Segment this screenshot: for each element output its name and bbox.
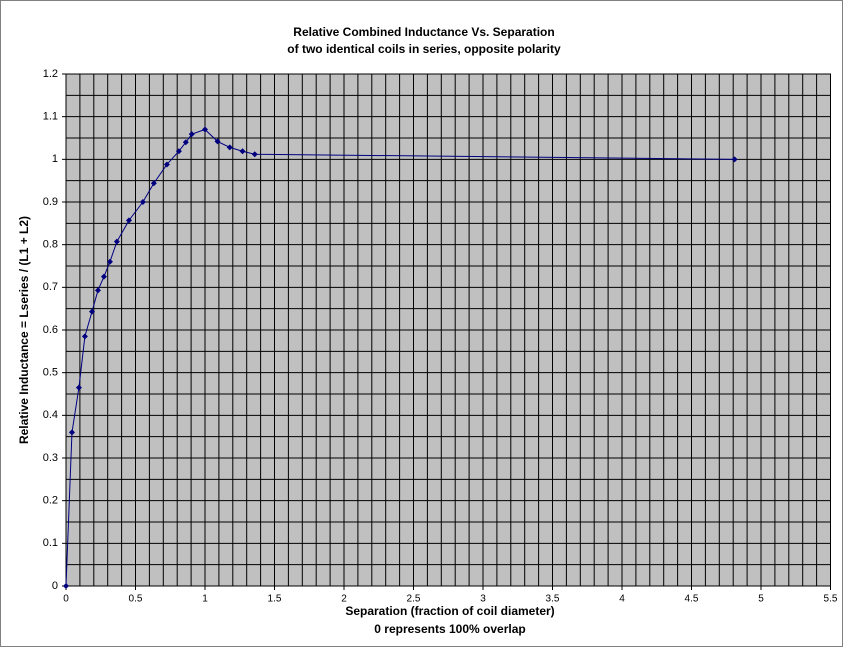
data-point (81, 333, 88, 340)
y-tick-label: 0 (52, 580, 58, 592)
data-point (125, 217, 132, 224)
x-tick-label: 2.5 (407, 594, 421, 605)
y-tick-label: 1.2 (43, 68, 58, 80)
data-point (202, 126, 208, 133)
y-tick-label: 0.4 (43, 409, 58, 421)
y-axis-label: Relative Inductance = Lseries / (L1 + L2… (17, 216, 31, 444)
x-tick-label: 4.5 (685, 594, 699, 605)
y-tick-label: 1.1 (43, 111, 58, 123)
data-point (214, 138, 221, 145)
data-point (139, 199, 146, 205)
x-tick-label: 0.5 (129, 594, 143, 605)
y-tick-label: 0.7 (43, 281, 58, 293)
x-axis-label: 0 represents 100% overlap (374, 622, 525, 636)
y-tick-label: 0.1 (43, 537, 58, 549)
x-tick-label: 4 (619, 594, 625, 605)
data-point (68, 429, 75, 436)
y-tick-label: 0.9 (43, 196, 58, 208)
data-point (100, 273, 107, 280)
y-tick-label: 0.6 (43, 324, 58, 336)
x-tick-label: 1 (202, 594, 208, 605)
y-tick-label: 0.2 (43, 495, 58, 507)
data-point (251, 151, 258, 158)
x-tick-label: 3 (480, 594, 486, 605)
y-tick-label: 0.3 (43, 452, 58, 464)
data-point (731, 156, 738, 163)
data-point (88, 308, 95, 315)
x-tick-label: 1.5 (268, 594, 282, 605)
data-point (163, 161, 170, 168)
x-tick-label: 5.5 (824, 594, 838, 605)
data-point (113, 238, 120, 245)
x-tick-label: 2 (341, 594, 347, 605)
x-axis-label: Separation (fraction of coil diameter) (345, 604, 554, 618)
data-point (106, 258, 113, 265)
chart-title: Relative Combined Inductance Vs. Separat… (293, 25, 554, 39)
data-point (175, 148, 182, 155)
data-point (188, 131, 195, 138)
plot-border (65, 73, 831, 587)
series-line (65, 128, 735, 587)
chart-subtitle: of two identical coils in series, opposi… (287, 42, 561, 56)
data-point (182, 139, 189, 146)
data-point (239, 148, 246, 155)
data-point (63, 583, 69, 589)
y-tick-label: 0.5 (43, 367, 58, 379)
data-point (94, 287, 101, 294)
data-point (226, 144, 233, 151)
data-point (150, 180, 157, 187)
x-tick-label: 3.5 (546, 594, 560, 605)
y-tick-label: 0.8 (43, 239, 58, 251)
x-tick-label: 0 (63, 594, 69, 605)
y-tick-label: 1 (52, 153, 58, 165)
data-point (75, 384, 82, 391)
x-tick-label: 5 (758, 594, 764, 605)
